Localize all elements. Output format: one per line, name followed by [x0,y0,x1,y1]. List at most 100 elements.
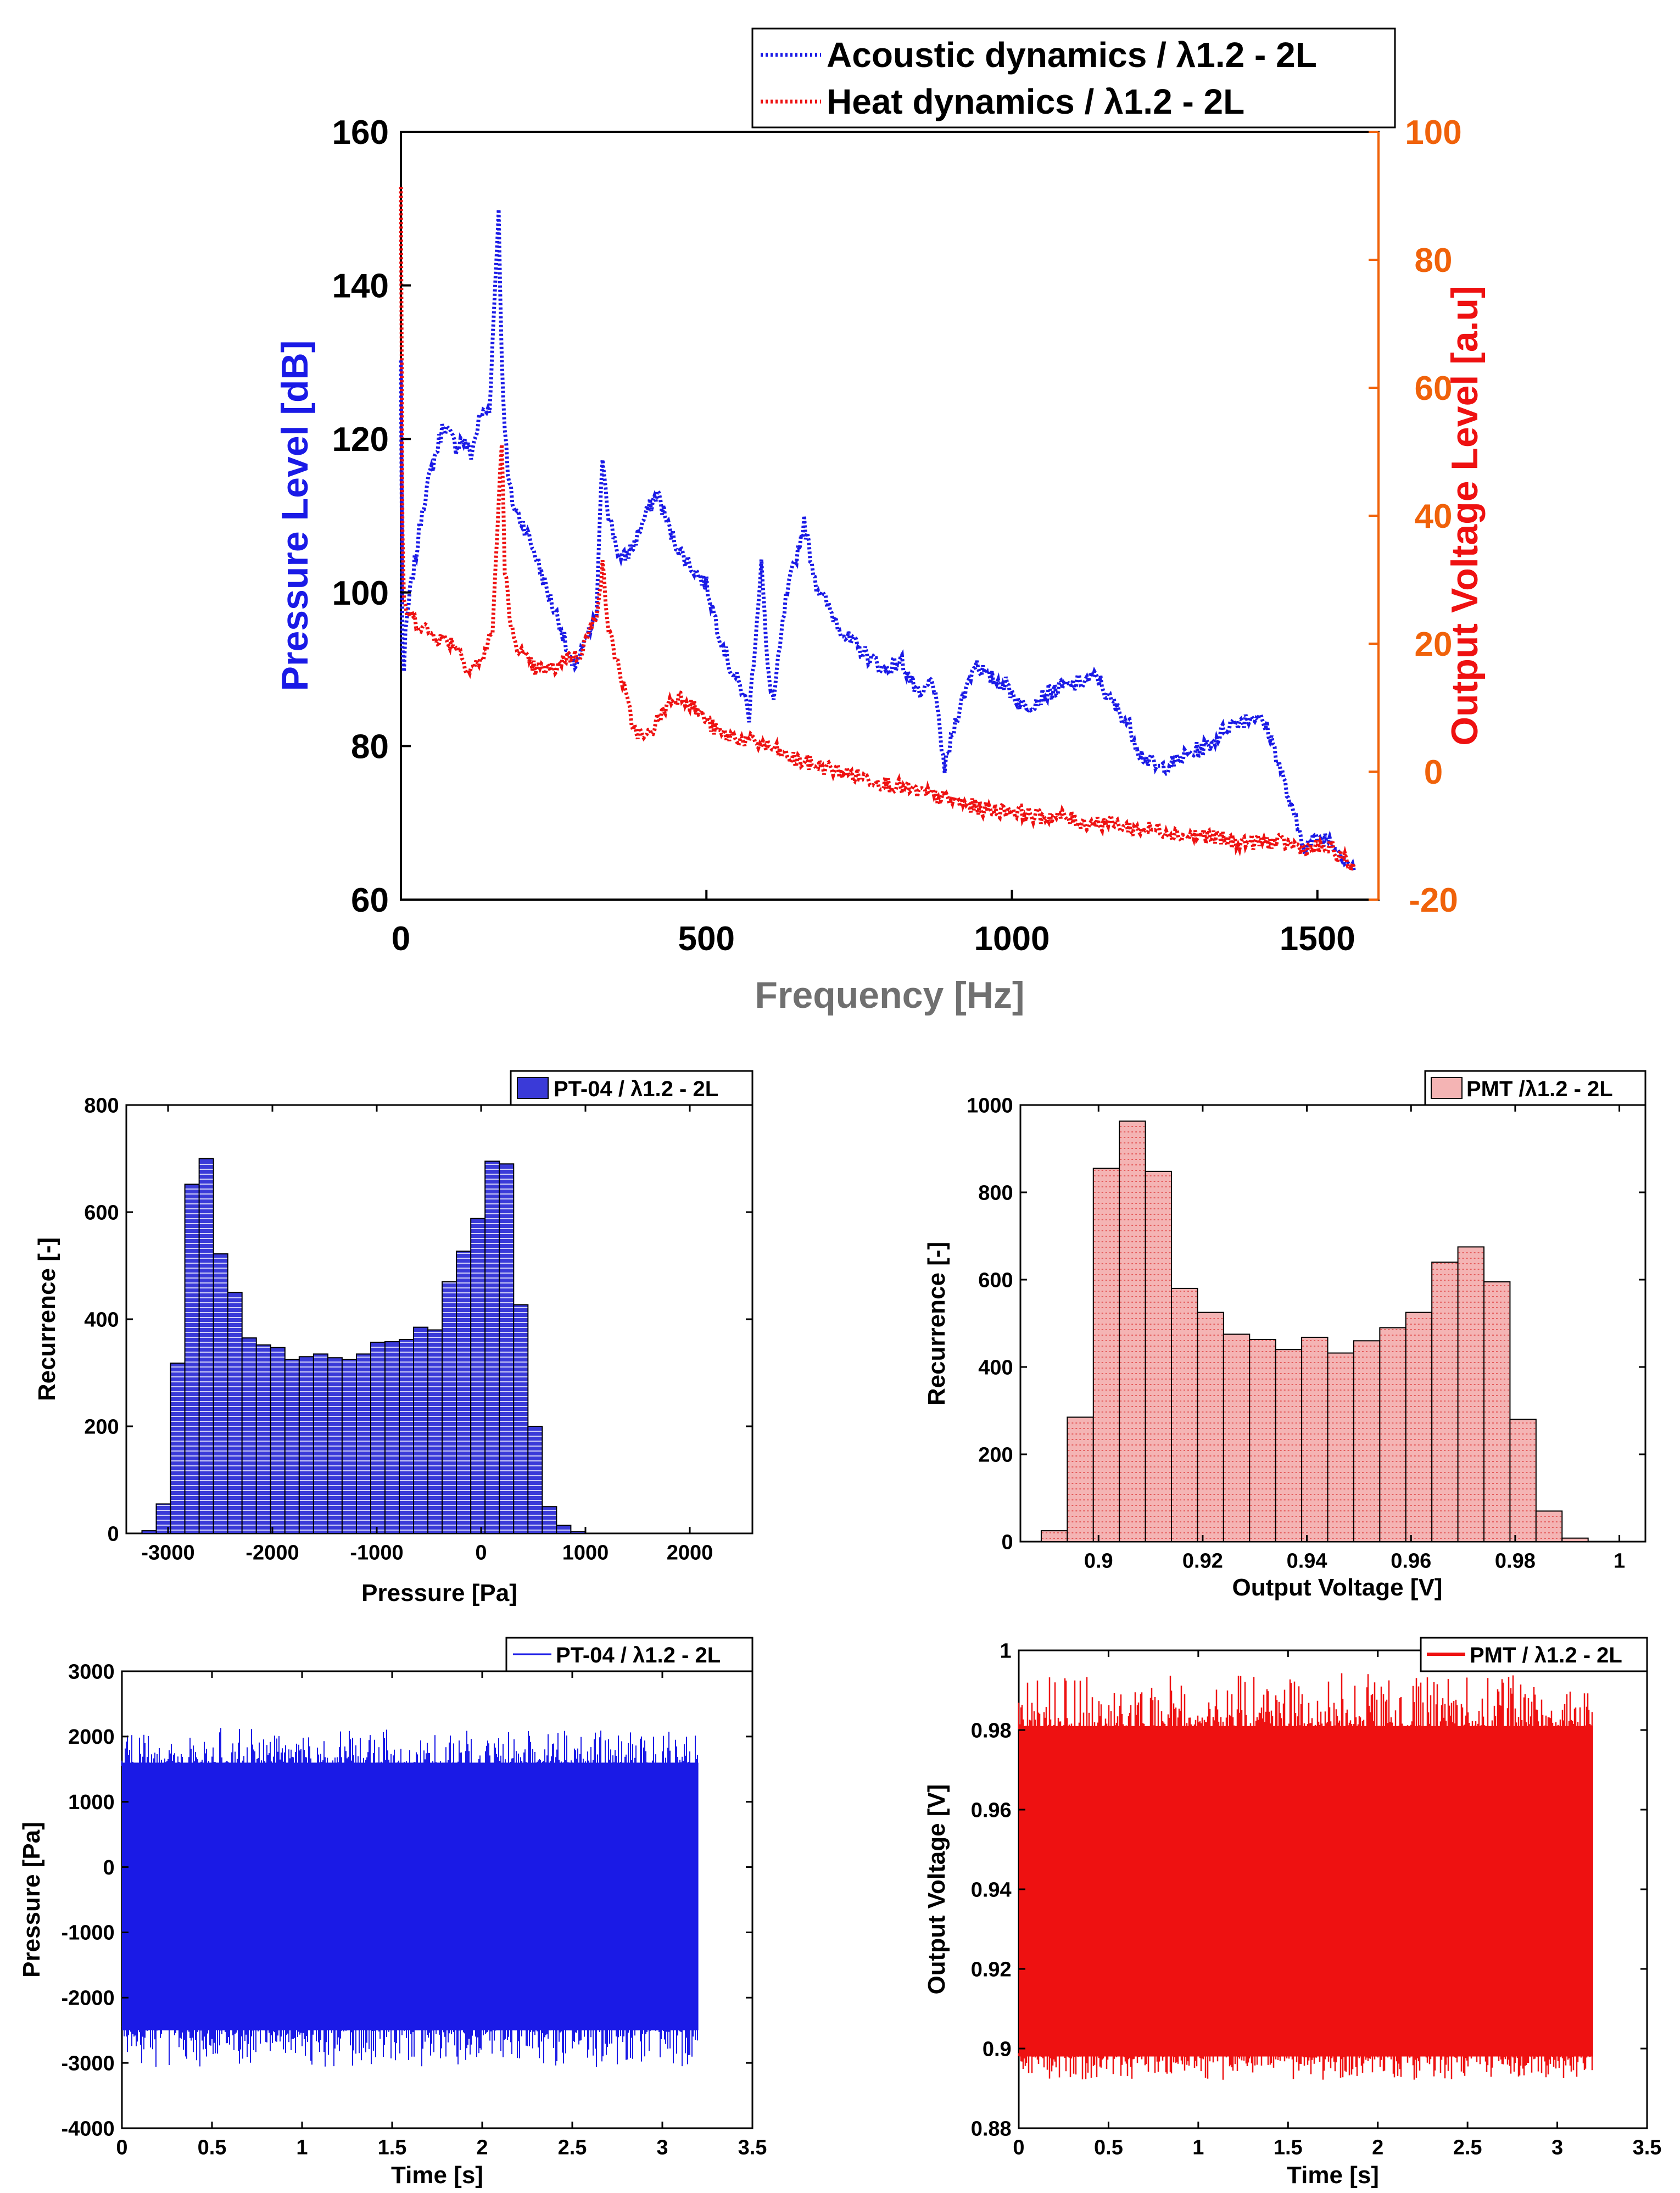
y2-tick-label: -20 [1409,881,1458,919]
y-tick-label: 60 [351,881,389,919]
y-tick-label: 160 [332,114,389,152]
histogram-bar [384,1341,400,1534]
x-tick-label: 0.9 [1084,1550,1113,1573]
histogram-bar [456,1251,472,1534]
histogram-bar [1040,1530,1068,1542]
x-tick-label: 2 [476,2136,488,2159]
pressure-timeseries: 0 0.5 1 1.5 2 2.5 3 3.5 -4000 -3000 -2000 -1000 0 100… [18,1637,767,2189]
x-tick-label: 1000 [562,1542,609,1565]
pmt-histogram: 0.9 0.92 0.94 0.96 0.98 1 0 200 400 600 800 1000 Ou… [923,1070,1646,1601]
histogram-bar [1171,1287,1198,1542]
histogram-bar [513,1304,529,1534]
y-tick-label: -2000 [61,1987,114,2010]
y-tick-label: -1000 [61,1922,114,1945]
pressure-timeseries-signal [121,1728,699,2067]
x-tick-label: 0.92 [1182,1550,1223,1573]
histogram-bar [1249,1338,1276,1543]
x-tick-label: 3 [1551,2136,1563,2159]
x-tick-label: 0.96 [1391,1550,1431,1573]
y-tick-label: 120 [332,421,389,459]
y-tick-label: 0.9 [983,2038,1012,2061]
histogram-bar [170,1362,186,1534]
y2-tick-label: 20 [1415,626,1453,663]
pressure-histogram-xlabel: Pressure [Pa] [361,1580,517,1606]
y-tick-label: 200 [978,1443,1013,1466]
y-tick-label: 800 [84,1094,119,1117]
x-tick-label: 1 [1614,1550,1625,1573]
histogram-bar [1145,1170,1173,1543]
signal-lower-envelope [121,2025,698,2067]
histogram-bar [1431,1262,1459,1542]
histogram-bar [198,1158,214,1534]
pmt-timeseries-xlabel: Time [s] [1287,2162,1379,2189]
x-tick-label: -1000 [350,1542,403,1565]
histogram-bar [1092,1168,1120,1542]
pmt-histogram-bars [1040,1120,1589,1543]
spectrum-legend-box [751,27,1396,129]
pressure-histogram-legend-box [510,1070,754,1106]
y-tick-label: 140 [332,267,389,305]
histogram-bar [1119,1120,1146,1543]
y-tick-label: -4000 [61,2117,114,2140]
pmt-histogram-ticks: 0.9 0.92 0.94 0.96 0.98 1 0 200 400 600 800 1000 [967,1094,1645,1573]
histogram-bar [1327,1352,1354,1543]
y-tick-label: 0.98 [971,1719,1012,1742]
y2-tick-label: 0 [1424,754,1443,791]
histogram-bar [298,1356,314,1534]
x-tick-label: 0.5 [1094,2136,1123,2159]
y-tick-label: -3000 [61,2052,114,2075]
legend-label-pt04-ts: PT-04 / λ1.2 - 2L [556,1643,721,1667]
legend-label-acoustic: Acoustic dynamics / λ1.2 - 2L [827,35,1317,75]
spectrum-xlabel: Frequency [Hz] [755,974,1024,1016]
x-tick-label: 0 [392,920,410,958]
pressure-timeseries-legend: PT-04 / λ1.2 - 2L [505,1637,754,1672]
y-tick-label: 400 [84,1308,119,1331]
x-tick-label: 1500 [1280,920,1355,958]
pressure-timeseries-legend-box [505,1637,754,1672]
histogram-bar [570,1531,586,1534]
spectrum-marks [399,187,1356,878]
pmt-histogram-xlabel: Output Voltage [V] [1232,1574,1443,1601]
y2-tick-label: 60 [1415,370,1453,408]
y-tick-label: 800 [978,1181,1013,1204]
signal-band [122,1762,699,2030]
histogram-bar [1275,1349,1303,1542]
pmt-timeseries-signal [1018,1673,1593,2080]
histogram-bar [355,1353,371,1534]
spectrum-ticks: 0 500 1000 1500 60 80 100 120 140 160 -20 0 20 40 60 80… [332,114,1462,958]
histogram-bar [527,1426,543,1534]
spectrum-y2label: Output Voltage Level [a.u] [1444,286,1486,745]
x-tick-label: 0.98 [1495,1550,1536,1573]
histogram-bar [556,1525,572,1534]
y-tick-label: 600 [84,1201,119,1224]
pmt-histogram-legend: PMT /λ1.2 - 2L [1424,1070,1646,1106]
pressure-histogram: -3000 -2000 -1000 0 1000 2000 0 200 400 600 800 Pr… [34,1070,754,1606]
histogram-bar [1457,1246,1485,1542]
y-tick-label: 100 [332,574,389,612]
x-tick-label: -3000 [141,1542,194,1565]
x-tick-label: 2.5 [558,2136,587,2159]
x-tick-label: 1 [296,2136,308,2159]
pressure-histogram-bars [141,1158,586,1534]
histogram-bar [370,1341,386,1534]
y-tick-label: 3000 [68,1660,115,1683]
histogram-bar [442,1281,457,1534]
histogram-bar [1353,1340,1381,1543]
signal-upper-envelope [1018,1673,1593,1731]
x-tick-label: 0.94 [1287,1550,1327,1573]
histogram-bar [1197,1312,1224,1542]
y-tick-label: 400 [978,1356,1013,1379]
x-tick-label: 1 [1192,2136,1204,2159]
histogram-bar [1405,1312,1433,1542]
x-tick-label: 0 [116,2136,127,2159]
x-tick-label: 2.5 [1453,2136,1482,2159]
spectrum-ylabel: Pressure Level [dB] [274,341,316,691]
histogram-bar [1561,1537,1589,1542]
pressure-histogram-ylabel: Recurrence [-] [34,1237,60,1401]
x-tick-label: 1.5 [378,2136,407,2159]
pressure-histogram-ticks: -3000 -2000 -1000 0 1000 2000 0 200 400 600 800 [84,1094,752,1565]
legend-label-pt04-hist: PT-04 / λ1.2 - 2L [554,1077,718,1101]
histogram-bar [141,1530,157,1534]
x-tick-label: 1000 [974,920,1050,958]
histogram-bar [213,1253,228,1534]
